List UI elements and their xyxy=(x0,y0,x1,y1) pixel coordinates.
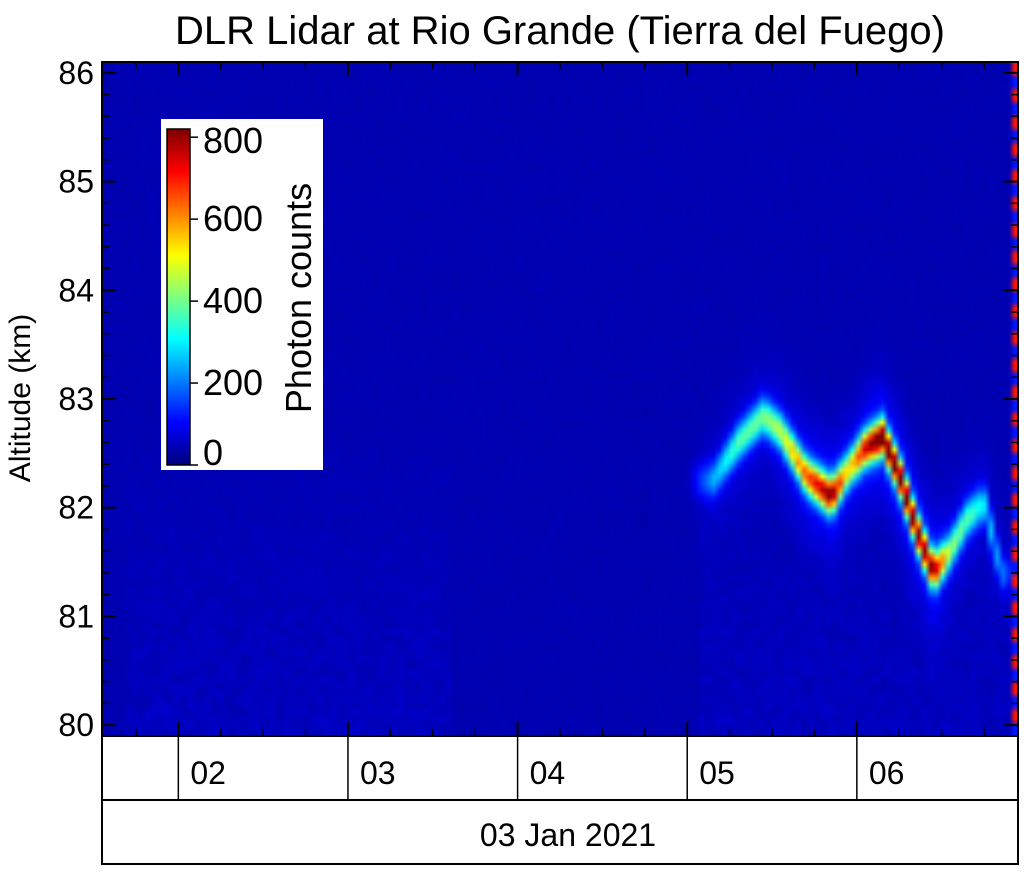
date-label: 03 Jan 2021 xyxy=(480,817,656,853)
y-tick-label: 80 xyxy=(58,707,94,743)
colorbar-frame xyxy=(166,128,191,466)
x-tick-label: 02 xyxy=(190,755,226,791)
chart-title: DLR Lidar at Rio Grande (Tierra del Fueg… xyxy=(175,9,945,53)
colorbar-tick-label: 400 xyxy=(203,280,263,321)
date-panel xyxy=(101,799,1019,865)
colorbar-tick-label: 800 xyxy=(203,120,263,161)
x-tick-label: 04 xyxy=(530,755,566,791)
y-tick-label: 85 xyxy=(58,164,94,200)
colorbar-tick-label: 600 xyxy=(203,198,263,239)
y-axis-label: Altitude (km) xyxy=(4,314,37,482)
y-tick-label: 81 xyxy=(58,598,94,634)
y-axis-ticks: 80 81 82 83 84 85 86 xyxy=(58,55,1018,743)
y-tick-label: 83 xyxy=(58,381,94,417)
colorbar-tick-label: 0 xyxy=(203,432,223,473)
x-tick-label: 03 xyxy=(360,755,396,791)
x-axis-ticks xyxy=(135,62,985,736)
hour-panel xyxy=(101,735,1019,801)
y-tick-label: 84 xyxy=(58,272,94,308)
colorbar-gradient xyxy=(167,129,190,465)
y-tick-label: 82 xyxy=(58,490,94,526)
x-axis-panels: 02 03 04 05 06 03 Jan 2021 xyxy=(101,735,1019,865)
colorbar-legend: 0 200 400 600 800 Photon counts xyxy=(161,119,323,473)
colorbar-label: Photon counts xyxy=(278,183,319,413)
y-tick-label: 86 xyxy=(58,55,94,91)
x-tick-label: 06 xyxy=(869,755,905,791)
x-tick-label: 05 xyxy=(699,755,735,791)
colorbar-ticks: 0 200 400 600 800 xyxy=(190,120,263,473)
colorbar-tick-label: 200 xyxy=(203,362,263,403)
